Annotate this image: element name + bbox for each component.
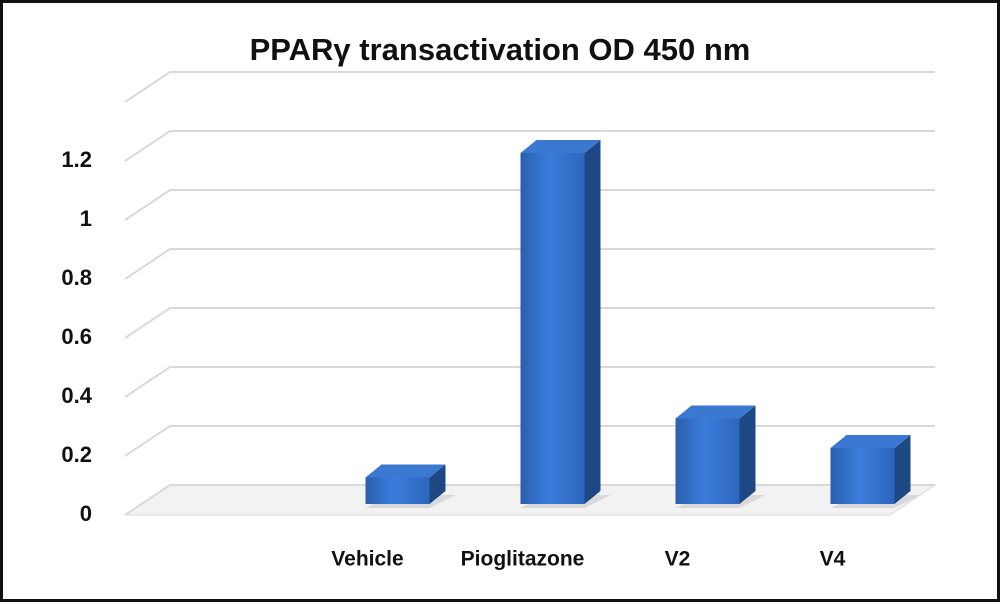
grid-line <box>124 307 935 339</box>
bar-side <box>584 140 601 504</box>
bar-side <box>429 464 446 504</box>
bar <box>520 153 585 504</box>
bar-top <box>830 435 911 448</box>
bar-side <box>894 435 911 504</box>
bar-top <box>520 140 601 153</box>
y-tick-label: 1.2 <box>61 147 92 172</box>
bar-top <box>365 464 446 478</box>
x-tick-label: Pioglitazone <box>461 548 585 571</box>
plot-top-edge <box>124 71 935 103</box>
x-tick-label: V4 <box>820 548 846 571</box>
y-tick-label: 0.8 <box>61 265 92 290</box>
chart-title: PPARγ transactivation OD 450 nm <box>250 32 751 67</box>
bar <box>675 418 740 504</box>
bar-side <box>739 405 756 504</box>
grid-line <box>124 366 935 398</box>
x-tick-label: V2 <box>665 548 691 571</box>
bar <box>830 448 895 504</box>
bar <box>365 477 430 504</box>
y-tick-label: 0.2 <box>61 442 92 467</box>
y-tick-label: 1 <box>80 206 92 231</box>
y-tick-label: 0.4 <box>61 383 92 408</box>
grid-line <box>124 248 935 280</box>
x-tick-label: Vehicle <box>331 548 403 571</box>
y-tick-label: 0.6 <box>61 324 92 349</box>
grid-line <box>124 189 935 221</box>
y-tick-label: 0 <box>80 501 92 526</box>
bar-top <box>675 405 756 419</box>
grid-line <box>124 130 935 162</box>
